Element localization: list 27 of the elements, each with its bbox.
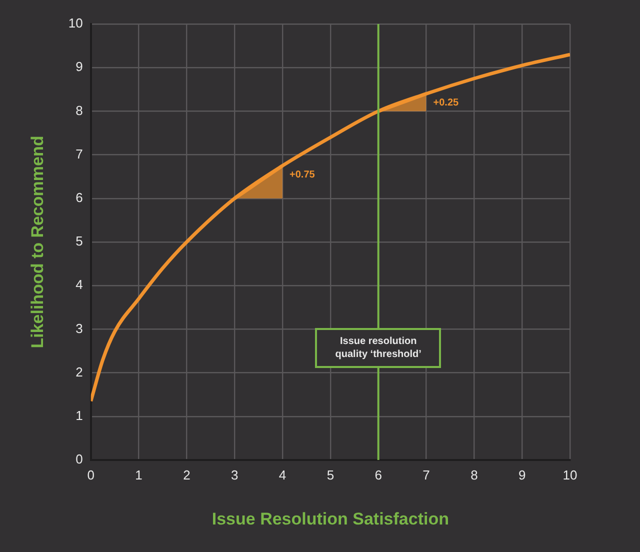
x-tick-label: 7: [422, 467, 430, 482]
x-tick-label: 1: [135, 467, 142, 482]
x-tick-label: 6: [374, 467, 382, 482]
y-tick-label: 2: [76, 364, 83, 380]
y-tick-label: 0: [76, 452, 83, 467]
annotation: +0.75: [290, 169, 316, 180]
x-tick-label: 0: [87, 467, 94, 482]
y-tick-label: 5: [76, 234, 83, 249]
y-tick-label: 1: [76, 408, 83, 423]
annotation: +0.25: [433, 98, 459, 109]
y-tick-label: 6: [76, 190, 83, 205]
y-tick-label: 8: [76, 102, 83, 118]
y-tick-label: 10: [68, 16, 83, 31]
x-tick-label: 4: [278, 467, 286, 482]
x-axis-title: Issue Resolution Satisfaction: [212, 509, 449, 528]
x-tick-label: 5: [326, 467, 334, 482]
y-tick-label: 9: [76, 59, 83, 74]
x-tick-label: 10: [562, 467, 578, 482]
y-tick-label: 7: [76, 146, 83, 162]
y-axis-title: Likelihood to Recommend: [28, 136, 47, 348]
y-tick-label: 4: [76, 277, 83, 292]
x-tick-label: 9: [518, 467, 526, 482]
x-tick-label: 2: [183, 467, 190, 482]
y-tick-label: 3: [76, 320, 83, 336]
callout-box: Issue resolution quality ‘threshold’: [315, 328, 442, 368]
x-tick-label: 8: [470, 467, 478, 482]
x-tick-label: 3: [230, 467, 238, 482]
